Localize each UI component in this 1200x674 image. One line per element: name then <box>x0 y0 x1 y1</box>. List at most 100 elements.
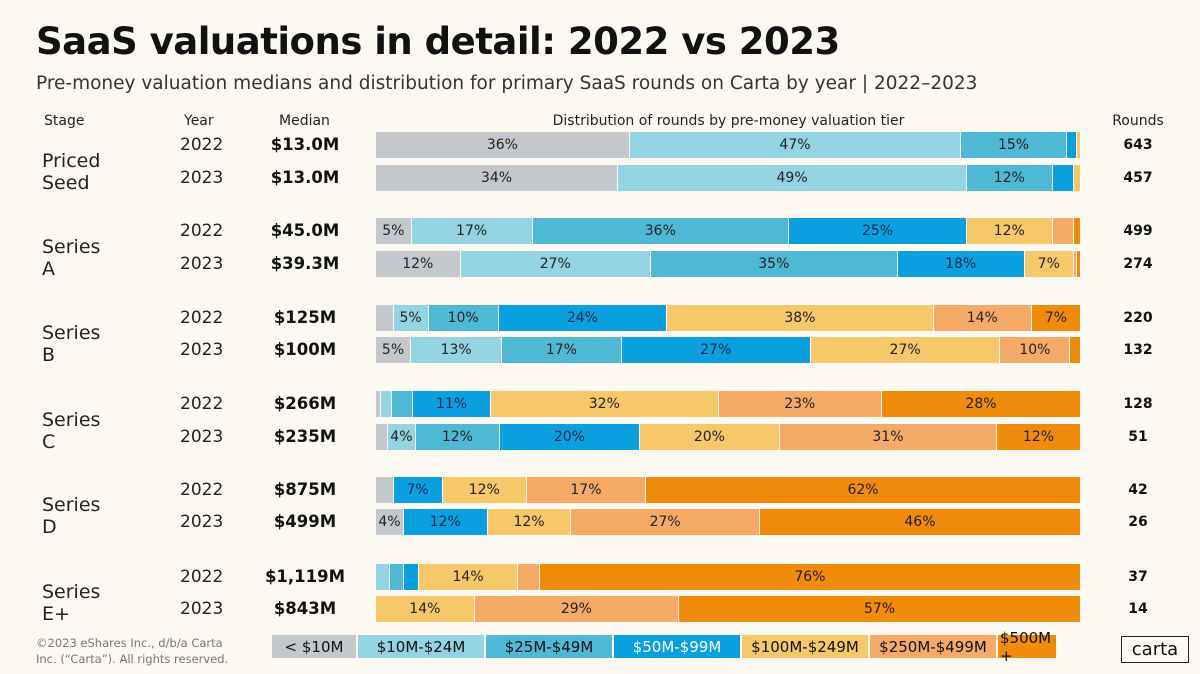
header-rounds: Rounds <box>1112 113 1164 129</box>
median-value: $13.0M <box>270 135 340 154</box>
bar-segment-6: 17% <box>526 477 647 503</box>
bar-segment-4 <box>1052 165 1074 191</box>
bar-segment-7: 57% <box>679 596 1081 622</box>
median-value: $499M <box>273 512 337 531</box>
median-value: $1,119M <box>264 567 346 586</box>
bar-segment-3: 36% <box>532 218 790 244</box>
median-value: $843M <box>273 599 337 618</box>
bar-segment-1: 5% <box>376 218 412 244</box>
bar-segment-2: 27% <box>460 251 651 277</box>
bar-segment-2: 5% <box>393 305 429 331</box>
copyright: ©2023 eShares Inc., d/b/a Carta Inc. (“C… <box>36 636 229 666</box>
bar-segment-3: 12% <box>967 165 1053 191</box>
bar-segment-1: 12% <box>376 251 461 277</box>
bar-segment-6: 23% <box>718 391 882 417</box>
rounds-count: 26 <box>1128 514 1148 530</box>
bar-segment-1 <box>376 305 394 331</box>
bar-segment-1: 5% <box>376 337 412 363</box>
bar-segment-2 <box>376 564 391 590</box>
rounds-count: 51 <box>1128 429 1148 445</box>
bar-segment-6: 29% <box>474 596 680 622</box>
bar-segment-5: 20% <box>639 424 780 450</box>
bar-segment-1: 36% <box>376 132 630 158</box>
bar-segment-4: 12% <box>403 509 488 535</box>
legend-item: $500M + <box>998 629 1056 665</box>
bar-segment-5: 12% <box>487 509 572 535</box>
bar-segment-5: 27% <box>810 337 1001 363</box>
median-value: $45.0M <box>270 221 340 240</box>
bar-segment-4: 20% <box>499 424 640 450</box>
bar-segment-7: 12% <box>996 424 1081 450</box>
bar-segment-5: 14% <box>418 564 519 590</box>
year-label: 2023 <box>180 168 224 188</box>
rounds-count: 132 <box>1123 342 1153 358</box>
stage-label: Series C <box>42 408 101 453</box>
bar-segment-4: 7% <box>393 477 443 503</box>
bar-segment-6 <box>1073 251 1078 277</box>
rounds-count: 37 <box>1128 569 1148 585</box>
year-label: 2022 <box>180 567 224 587</box>
bar-segment-6: 27% <box>571 509 760 535</box>
bar-segment-3: 12% <box>415 424 500 450</box>
year-label: 2022 <box>180 480 224 500</box>
bar-segment-1: 4% <box>376 509 404 535</box>
year-label: 2022 <box>180 394 224 414</box>
bar-segment-2: 49% <box>618 165 968 191</box>
bar-segment-2: 17% <box>411 218 533 244</box>
legend-item: $10M-$24M <box>358 635 484 658</box>
legend-item: $250M-$499M <box>870 635 996 658</box>
bar-segment-7: 62% <box>646 477 1081 503</box>
bar-segment-3: 17% <box>502 337 622 363</box>
bar-segment-5: 32% <box>491 391 719 417</box>
rounds-count: 457 <box>1123 170 1153 186</box>
stage-label: Series B <box>42 322 101 366</box>
bar-segment-5: 12% <box>967 218 1053 244</box>
bar-segment-1: 34% <box>376 165 619 191</box>
bar-segment-5: 14% <box>376 596 475 622</box>
legend-item: $50M-$99M <box>614 635 740 658</box>
bar-segment-7 <box>1070 337 1081 363</box>
legend-item: < $10M <box>272 635 356 658</box>
rounds-count: 42 <box>1128 482 1148 498</box>
bar-segment-4: 18% <box>897 251 1025 277</box>
bar-segment-6: 31% <box>779 424 997 450</box>
year-label: 2023 <box>180 599 224 619</box>
legend: < $10M $10M-$24M $25M-$49M $50M-$99M $100M-$… <box>272 629 1056 665</box>
median-value: $13.0M <box>270 168 340 187</box>
bar-segment-5: 7% <box>1024 251 1074 277</box>
bar-segment-1 <box>376 424 388 450</box>
year-label: 2023 <box>180 512 224 532</box>
rounds-count: 499 <box>1123 223 1153 239</box>
median-value: $875M <box>273 480 337 499</box>
legend-item: $100M-$249M <box>742 635 868 658</box>
median-value: $39.3M <box>270 254 340 273</box>
bar-segment-4: 25% <box>789 218 968 244</box>
median-value: $266M <box>273 394 337 413</box>
bar-segment-7: 76% <box>539 564 1081 590</box>
bar-segment-6 <box>1052 218 1074 244</box>
bar-segment-7: 7% <box>1031 305 1081 331</box>
rounds-count: 274 <box>1123 256 1153 272</box>
bar-segment-4: 24% <box>498 305 668 331</box>
year-label: 2022 <box>180 308 224 328</box>
bar-segment-1 <box>376 477 394 503</box>
bar-segment-5 <box>1077 132 1081 158</box>
bar-segment-6: 10% <box>1000 337 1071 363</box>
year-label: 2022 <box>180 135 224 155</box>
bar-segment-7: 46% <box>759 509 1081 535</box>
bar-segment-7 <box>1077 251 1081 277</box>
legend-item: $25M-$49M <box>486 635 612 658</box>
median-value: $235M <box>273 427 337 446</box>
bar-segment-6: 14% <box>933 305 1032 331</box>
header-stage: Stage <box>44 113 85 129</box>
bar-segment-5: 12% <box>442 477 527 503</box>
bar-segment-3: 15% <box>961 132 1067 158</box>
bar-segment-5: 38% <box>667 305 934 331</box>
rounds-count: 643 <box>1123 137 1153 153</box>
bar-segment-4: 11% <box>412 391 492 417</box>
bar-segment-1 <box>376 391 381 417</box>
header-year: Year <box>184 113 214 129</box>
header-median: Median <box>279 113 330 129</box>
year-label: 2023 <box>180 427 224 447</box>
carta-logo: carta <box>1121 636 1189 663</box>
